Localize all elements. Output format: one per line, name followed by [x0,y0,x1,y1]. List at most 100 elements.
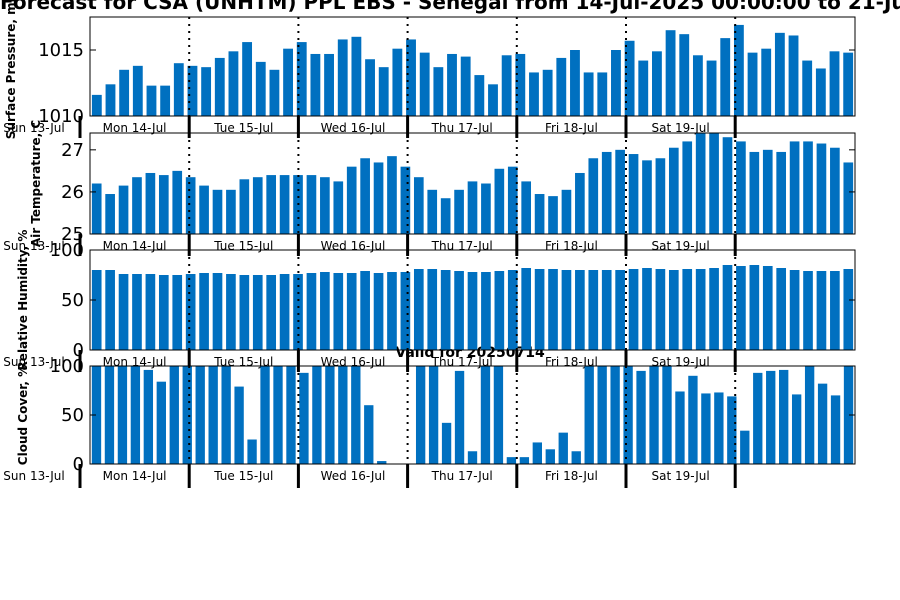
y-tick-label: 50 [61,290,84,311]
temperature-bar [789,141,800,234]
pressure-bar [679,34,690,116]
day-label: Tue 15-Jul [213,121,273,135]
temperature-bar [534,194,545,234]
cloud-cover-bar [688,375,698,464]
pressure-bar [269,69,280,116]
humidity-y-axis-label: Relative Humidity, % [16,230,30,371]
humidity-bar [628,269,639,350]
day-label: Sat 19-Jul [651,121,709,135]
pressure-bar [802,60,813,116]
cloud-cover-bar [325,366,335,464]
cloud-cover-y-axis-label: Cloud Cover, % [16,365,30,465]
humidity-bar [762,266,773,350]
pressure-bar [542,69,553,116]
day-label: Fri 18-Jul [545,239,598,253]
pressure-bar [105,84,116,116]
temperature-bar [709,133,719,234]
temperature-bar [494,168,505,234]
pressure-bar [624,40,635,117]
temperature-bar [843,162,854,234]
cloud-cover-bar [830,395,841,464]
cloud-cover-bar [467,451,478,464]
y-tick-label: 100 [50,240,84,261]
pressure-bar [665,30,676,117]
y-tick-label: 26 [61,182,84,203]
pressure-bar [774,32,785,117]
pressure-bar [201,67,212,116]
cloud-cover-bar [791,394,802,464]
pressure-bar [515,53,526,116]
humidity-bar [843,269,854,350]
humidity-bar [481,272,491,350]
pressure-bar [283,48,293,116]
cloud-cover-bar [117,366,128,464]
temperature-bar [172,170,183,234]
pressure-bar [419,52,430,116]
humidity-bar [172,275,183,350]
temperature-bar [185,177,196,234]
cloud-cover-bar [454,370,465,464]
humidity-bar [118,274,129,350]
cloud-cover-bar [532,442,542,464]
temperature-bar [736,141,746,234]
humidity-bar [413,269,424,350]
pressure-bar [720,38,731,117]
day-label: Tue 15-Jul [213,469,273,483]
cloud-cover-bar [636,370,646,464]
y-tick-label: 50 [61,405,84,426]
cloud-cover-bar [415,366,426,464]
humidity-bar [709,268,719,350]
cloud-cover-bar [843,366,854,464]
figure-title: Forecast for CSA (UNHTM) PPL EBS - Seneg… [0,0,900,14]
day-label: Wed 16-Jul [321,239,386,253]
day-label: Sun 13-Jul [3,121,64,135]
y-tick-label: 1010 [38,106,84,127]
temperature-bar [668,147,679,234]
temperature-bar [481,183,491,234]
humidity-bar [803,271,813,350]
y-tick-label: 0 [73,340,84,361]
pressure-bar [638,60,649,116]
cloud-cover-bar [753,372,763,464]
temperature-bar [413,177,424,234]
temperature-bar [467,181,478,234]
temperature-bar [306,175,317,234]
temperature-bar [682,141,693,234]
humidity-bar [132,274,142,350]
humidity-bar [467,272,478,350]
cloud-cover-bar [260,366,270,464]
humidity-bar [494,271,505,350]
pressure-bar [132,65,143,116]
cloud-cover-bar [273,366,283,464]
humidity-bar [534,269,545,350]
day-label: Mon 14-Jul [103,239,167,253]
day-label: Sat 19-Jul [651,355,709,369]
pressure-bar [146,85,157,116]
cloud-cover-bar [221,366,231,464]
humidity-bar [145,274,156,350]
temperature-bar [722,137,733,234]
humidity-bar [454,271,464,350]
temperature-bar [333,181,344,234]
cloud-cover-bar [597,366,607,464]
temperature-bar [145,172,156,234]
humidity-bar [293,274,303,350]
pressure-bar [228,51,239,116]
pressure-bar [501,55,512,116]
humidity-bar [212,273,223,350]
pressure-bar [611,50,621,116]
cloud-cover-bar [299,372,309,464]
temperature-bar [320,177,330,234]
temperature-bar [427,189,438,234]
day-label: Mon 14-Jul [103,469,167,483]
cloud-cover-bar [740,430,750,464]
cloud-cover-bar [195,366,205,464]
cloud-cover-bar [364,405,374,464]
cloud-cover-bar [104,366,115,464]
humidity-bar [749,265,760,350]
humidity-bar [601,270,612,350]
pressure-bar [91,94,102,116]
pressure-bar [597,72,608,116]
humidity-bar [252,275,263,350]
